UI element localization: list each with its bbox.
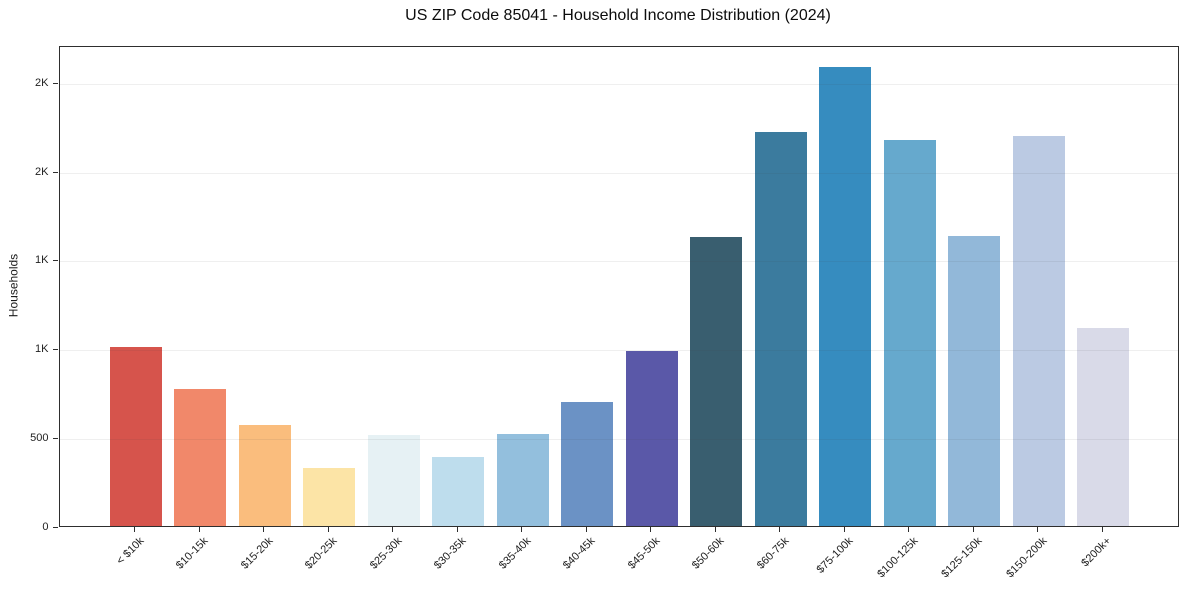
bar-$200k+ xyxy=(1077,328,1130,526)
x-tick-label-1: < $10k xyxy=(114,535,147,568)
x-tick-mark xyxy=(1101,527,1103,532)
y-tick-label: 2K xyxy=(35,76,49,89)
y-tick-label: 1K xyxy=(35,254,49,267)
y-tick-label: 2K xyxy=(35,165,49,178)
x-tick-mark xyxy=(779,527,781,532)
bar-$40-45k xyxy=(561,401,614,526)
x-tick-mark xyxy=(650,527,652,532)
bar-$35-40k xyxy=(496,433,549,526)
y-tick-mark xyxy=(52,171,58,173)
x-tick-mark xyxy=(714,527,716,532)
x-tick-mark xyxy=(456,527,458,532)
gridline-y xyxy=(59,172,1178,174)
bar-$45-50k xyxy=(625,350,678,526)
bar-$25-30k xyxy=(367,434,420,526)
gridline-y xyxy=(59,261,1178,263)
y-tick-mark xyxy=(52,349,58,351)
gridline-y xyxy=(59,83,1178,85)
y-tick-label: 500 xyxy=(30,432,49,445)
x-tick-mark xyxy=(392,527,394,532)
y-tick-mark xyxy=(52,527,58,528)
x-tick-mark xyxy=(1037,527,1039,532)
x-tick-mark xyxy=(908,527,910,532)
y-axis-label: Households xyxy=(6,253,21,318)
y-tick-mark xyxy=(52,82,58,84)
x-tick-mark xyxy=(263,527,265,532)
bar-$125-150k xyxy=(948,235,1001,526)
x-tick-mark xyxy=(585,527,587,532)
y-tick-mark xyxy=(52,260,58,262)
x-tick-mark xyxy=(843,527,845,532)
bar-$15-20k xyxy=(238,424,291,526)
bar-$20-25k xyxy=(303,468,356,526)
bar-$10-15k xyxy=(174,389,227,526)
y-tick-label: 1K xyxy=(35,343,49,356)
bar-$150-200k xyxy=(1012,135,1065,526)
bar-$100-125k xyxy=(883,140,936,526)
x-tick-mark xyxy=(521,527,523,532)
bar-$75-100k xyxy=(819,67,872,526)
y-tick-mark xyxy=(52,438,58,440)
gridline-y xyxy=(59,350,1178,352)
chart-title: US ZIP Code 85041 - Household Income Dis… xyxy=(405,7,831,24)
x-tick-mark xyxy=(327,527,329,532)
gridline-y xyxy=(59,439,1178,441)
bar-$50-60k xyxy=(690,236,743,526)
x-tick-mark xyxy=(134,527,136,532)
bar-< $10k xyxy=(109,347,162,526)
y-tick-label: 0 xyxy=(42,521,49,533)
plot-area xyxy=(58,45,1179,527)
bar-$60-75k xyxy=(754,132,807,526)
x-tick-mark xyxy=(972,527,974,532)
bar-$30-35k xyxy=(432,457,485,526)
x-tick-mark xyxy=(198,527,200,532)
